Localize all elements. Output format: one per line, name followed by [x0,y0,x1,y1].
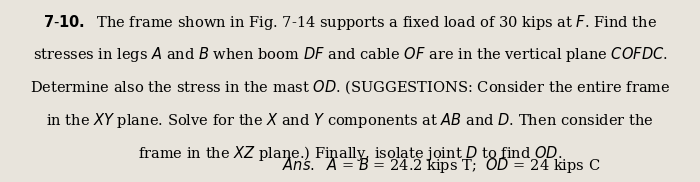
Text: Determine also the stress in the mast $OD$. (SUGGESTIONS: Consider the entire fr: Determine also the stress in the mast $O… [29,78,671,96]
Text: $\mathit{Ans.}$  $A$ = $B$ = 24.2 kips T;  $OD$ = 24 kips C: $\mathit{Ans.}$ $A$ = $B$ = 24.2 kips T;… [282,156,600,175]
Text: frame in the $XZ$ plane.) Finally, isolate joint $D$ to find $OD$.: frame in the $XZ$ plane.) Finally, isola… [138,144,562,163]
Text: stresses in legs $A$ and $B$ when boom $DF$ and cable $OF$ are in the vertical p: stresses in legs $A$ and $B$ when boom $… [33,46,667,64]
Text: in the $XY$ plane. Solve for the $X$ and $Y$ components at $AB$ and $D$. Then co: in the $XY$ plane. Solve for the $X$ and… [46,111,654,130]
Text: $\mathbf{7\text{-}10.}$  The frame shown in Fig. 7-14 supports a fixed load of 3: $\mathbf{7\text{-}10.}$ The frame shown … [43,13,657,32]
